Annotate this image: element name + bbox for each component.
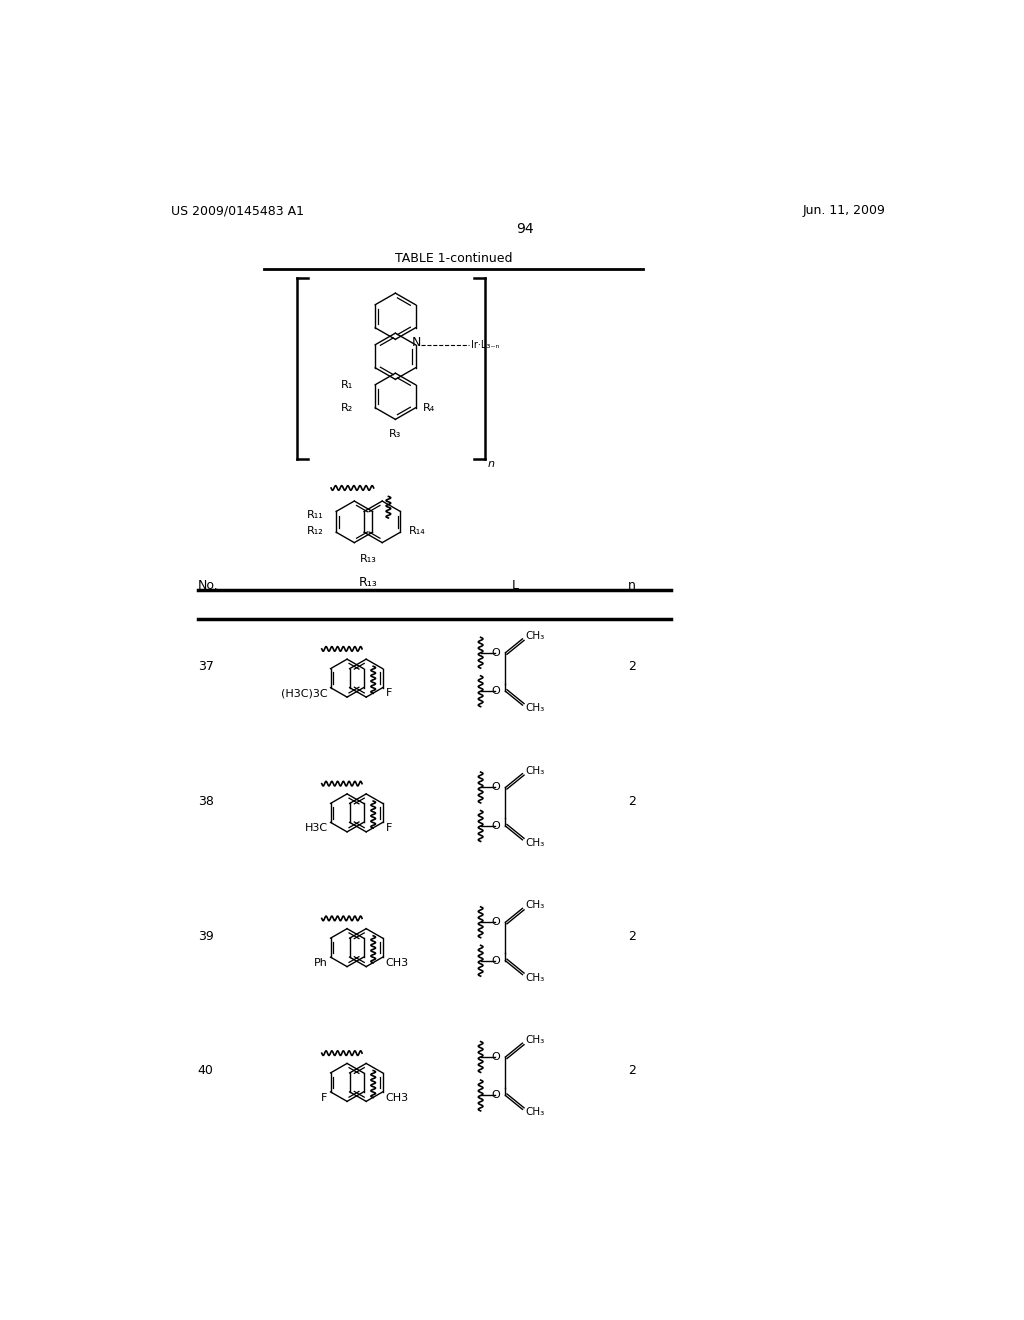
Text: CH₃: CH₃ [525, 631, 545, 640]
Text: O: O [492, 686, 501, 696]
Text: R₁₂: R₁₂ [306, 527, 324, 536]
Text: O: O [492, 783, 501, 792]
Text: 2: 2 [628, 929, 636, 942]
Text: R₁₁: R₁₁ [306, 510, 324, 520]
Text: CH3: CH3 [386, 958, 409, 968]
Text: N: N [412, 335, 421, 348]
Text: H3C: H3C [304, 824, 328, 833]
Text: R₁₄: R₁₄ [410, 527, 426, 536]
Text: O: O [492, 917, 501, 927]
Text: R₁₃: R₁₃ [358, 576, 378, 589]
Text: O: O [492, 1090, 501, 1101]
Text: F: F [322, 1093, 328, 1102]
Text: Ir·L₃₋ₙ: Ir·L₃₋ₙ [471, 339, 499, 350]
Text: R₁₃: R₁₃ [359, 554, 377, 564]
Text: 2: 2 [628, 1064, 636, 1077]
Text: L: L [512, 579, 519, 593]
Text: 2: 2 [628, 795, 636, 808]
Text: R₂: R₂ [341, 403, 352, 413]
Text: F: F [386, 688, 392, 698]
Text: CH₃: CH₃ [525, 900, 545, 911]
Text: Ph: Ph [313, 958, 328, 968]
Text: US 2009/0145483 A1: US 2009/0145483 A1 [171, 205, 304, 218]
Text: 38: 38 [198, 795, 214, 808]
Text: CH₃: CH₃ [525, 704, 545, 713]
Text: n: n [487, 459, 495, 469]
Text: CH₃: CH₃ [525, 973, 545, 982]
Text: 40: 40 [198, 1064, 214, 1077]
Text: CH₃: CH₃ [525, 1035, 545, 1045]
Text: (H3C)3C: (H3C)3C [281, 688, 328, 698]
Text: O: O [492, 821, 501, 832]
Text: R₃: R₃ [389, 429, 401, 438]
Text: R₄: R₄ [423, 403, 435, 413]
Text: 2: 2 [628, 660, 636, 673]
Text: n: n [628, 579, 636, 593]
Text: 94: 94 [516, 222, 534, 236]
Text: CH₃: CH₃ [525, 838, 545, 847]
Text: 39: 39 [198, 929, 213, 942]
Text: 37: 37 [198, 660, 214, 673]
Text: No.: No. [198, 579, 218, 593]
Text: Jun. 11, 2009: Jun. 11, 2009 [802, 205, 885, 218]
Text: O: O [492, 648, 501, 657]
Text: F: F [386, 824, 392, 833]
Text: R₁: R₁ [341, 380, 352, 389]
Text: CH3: CH3 [386, 1093, 409, 1102]
Text: O: O [492, 1052, 501, 1063]
Text: TABLE 1-continued: TABLE 1-continued [394, 252, 512, 265]
Text: O: O [492, 956, 501, 966]
Text: CH₃: CH₃ [525, 766, 545, 776]
Text: CH₃: CH₃ [525, 1107, 545, 1118]
